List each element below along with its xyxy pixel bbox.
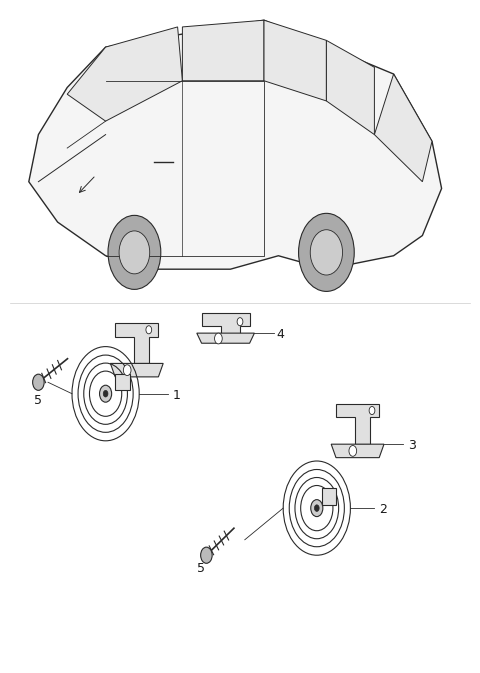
Circle shape	[369, 406, 375, 415]
Text: 3: 3	[408, 439, 416, 452]
Polygon shape	[202, 313, 250, 340]
Polygon shape	[182, 20, 264, 81]
Polygon shape	[336, 404, 379, 444]
Polygon shape	[331, 444, 384, 458]
Circle shape	[119, 231, 150, 274]
Circle shape	[108, 215, 161, 289]
Circle shape	[146, 326, 152, 334]
Circle shape	[103, 390, 108, 397]
Text: 5: 5	[197, 562, 205, 575]
Polygon shape	[115, 374, 130, 390]
Circle shape	[123, 365, 131, 376]
Polygon shape	[110, 363, 163, 377]
Polygon shape	[67, 27, 182, 121]
Circle shape	[201, 547, 212, 563]
Polygon shape	[264, 20, 326, 101]
Polygon shape	[197, 333, 254, 343]
Polygon shape	[322, 488, 336, 505]
Circle shape	[349, 446, 357, 456]
Text: 4: 4	[276, 328, 284, 341]
Text: 1: 1	[173, 388, 180, 402]
Polygon shape	[29, 20, 442, 269]
Polygon shape	[374, 74, 432, 182]
Circle shape	[237, 318, 243, 326]
Circle shape	[99, 385, 112, 402]
Circle shape	[314, 505, 319, 511]
Polygon shape	[115, 323, 158, 363]
Circle shape	[299, 213, 354, 291]
Circle shape	[310, 229, 343, 275]
Polygon shape	[326, 40, 374, 135]
Circle shape	[215, 333, 222, 344]
Text: 5: 5	[34, 394, 42, 407]
Circle shape	[311, 499, 323, 517]
Circle shape	[33, 374, 44, 390]
Text: 2: 2	[379, 503, 387, 516]
